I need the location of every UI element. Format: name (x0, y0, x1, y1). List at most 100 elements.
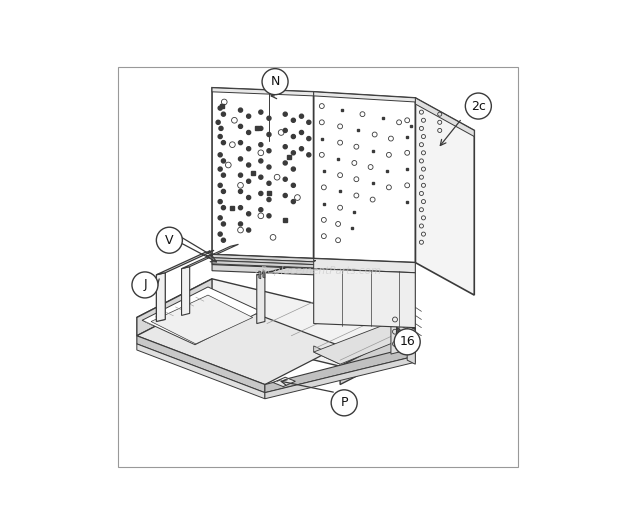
Polygon shape (137, 297, 340, 384)
Polygon shape (137, 336, 265, 393)
Circle shape (307, 153, 311, 157)
Circle shape (247, 195, 250, 200)
Circle shape (247, 130, 250, 135)
Circle shape (247, 114, 250, 118)
Polygon shape (137, 279, 415, 366)
Polygon shape (212, 254, 415, 273)
Circle shape (283, 161, 287, 165)
Circle shape (219, 126, 223, 130)
Polygon shape (156, 273, 166, 322)
Circle shape (267, 181, 271, 185)
Circle shape (299, 147, 304, 151)
Polygon shape (407, 326, 415, 364)
Polygon shape (257, 260, 316, 275)
Polygon shape (314, 92, 415, 102)
Circle shape (283, 177, 287, 181)
Circle shape (221, 112, 226, 116)
Circle shape (239, 140, 242, 145)
Circle shape (283, 145, 287, 149)
Circle shape (221, 159, 226, 163)
Polygon shape (156, 250, 214, 275)
Circle shape (221, 140, 226, 145)
Circle shape (291, 118, 295, 122)
Polygon shape (273, 377, 295, 386)
Circle shape (259, 159, 263, 163)
Polygon shape (340, 327, 415, 384)
Polygon shape (212, 254, 314, 262)
Polygon shape (259, 271, 261, 279)
Circle shape (247, 147, 250, 151)
Polygon shape (145, 297, 204, 326)
Circle shape (307, 137, 311, 140)
Polygon shape (314, 269, 415, 327)
Polygon shape (314, 346, 340, 364)
Circle shape (259, 192, 263, 195)
Circle shape (218, 183, 222, 187)
Circle shape (239, 124, 242, 128)
Circle shape (291, 200, 295, 204)
Circle shape (218, 216, 222, 220)
Circle shape (247, 228, 250, 232)
Polygon shape (391, 314, 399, 354)
Circle shape (239, 108, 242, 112)
Text: 2c: 2c (471, 100, 486, 112)
Polygon shape (265, 346, 415, 393)
Circle shape (239, 173, 242, 177)
Circle shape (283, 112, 287, 116)
Polygon shape (314, 92, 415, 262)
Circle shape (221, 190, 226, 193)
Text: eReplacementParts.com: eReplacementParts.com (254, 266, 381, 276)
Circle shape (132, 272, 158, 298)
Circle shape (239, 205, 242, 210)
Polygon shape (137, 344, 265, 399)
Circle shape (291, 151, 295, 155)
Polygon shape (142, 287, 261, 345)
Circle shape (239, 157, 242, 161)
Circle shape (259, 126, 263, 130)
Polygon shape (415, 98, 474, 137)
Circle shape (291, 135, 295, 138)
Circle shape (218, 106, 222, 110)
Polygon shape (212, 88, 314, 259)
Circle shape (218, 167, 222, 171)
Circle shape (239, 222, 242, 226)
Circle shape (394, 329, 420, 355)
Polygon shape (415, 98, 474, 295)
Circle shape (299, 114, 304, 118)
Circle shape (259, 143, 263, 147)
Text: 16: 16 (399, 335, 415, 348)
Circle shape (283, 193, 287, 197)
Circle shape (267, 133, 271, 137)
Circle shape (291, 167, 295, 171)
Circle shape (221, 222, 226, 226)
Polygon shape (265, 356, 415, 399)
Circle shape (262, 69, 288, 95)
Circle shape (331, 390, 357, 416)
Circle shape (267, 214, 271, 218)
Polygon shape (212, 88, 314, 96)
Circle shape (218, 153, 222, 157)
Circle shape (239, 190, 242, 193)
Circle shape (259, 208, 263, 212)
Circle shape (267, 165, 271, 169)
Text: P: P (340, 397, 348, 409)
Circle shape (218, 232, 222, 236)
Circle shape (283, 128, 287, 133)
Circle shape (247, 212, 250, 216)
Circle shape (247, 163, 250, 167)
FancyBboxPatch shape (118, 67, 518, 467)
Text: N: N (270, 75, 280, 88)
Polygon shape (263, 270, 265, 278)
Circle shape (259, 175, 263, 179)
Polygon shape (212, 265, 314, 275)
Text: V: V (165, 234, 174, 247)
Circle shape (221, 205, 226, 210)
Text: J: J (143, 278, 147, 291)
Polygon shape (137, 279, 212, 336)
Circle shape (218, 200, 222, 204)
Circle shape (156, 227, 182, 253)
Circle shape (307, 120, 311, 125)
Circle shape (291, 183, 295, 187)
Circle shape (216, 120, 220, 125)
Circle shape (466, 93, 492, 119)
